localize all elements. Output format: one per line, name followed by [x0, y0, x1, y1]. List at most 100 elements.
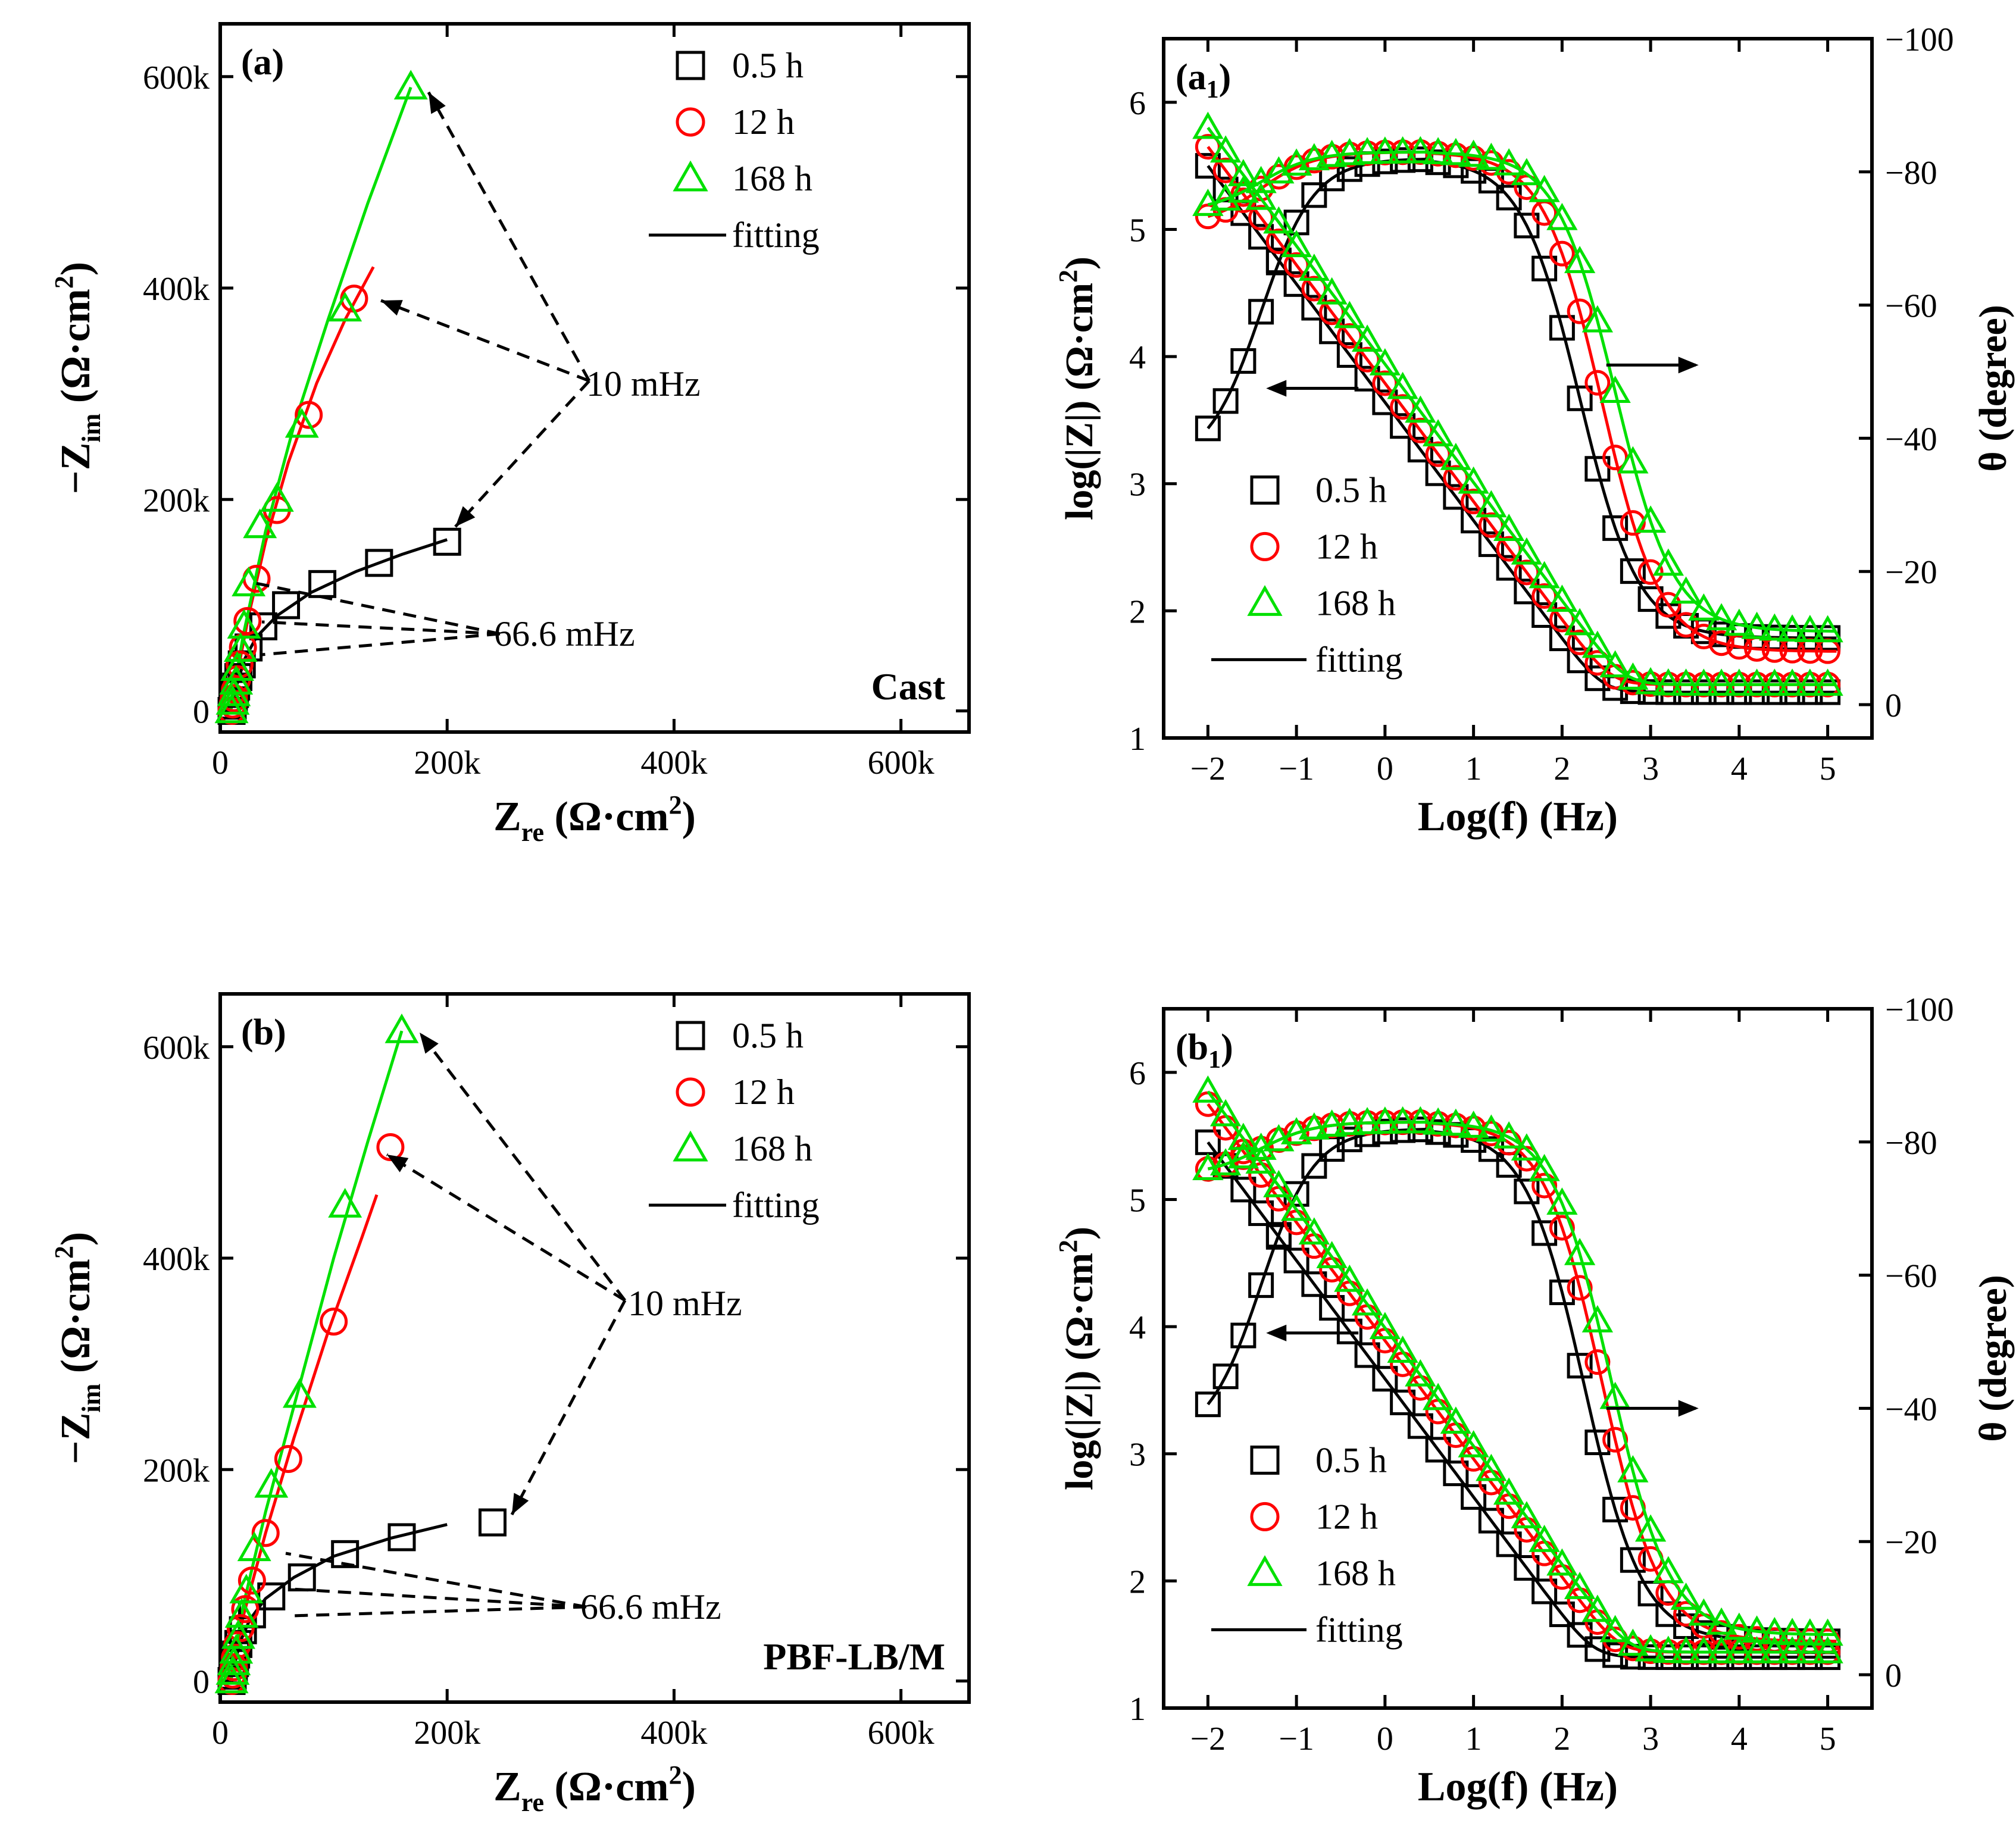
- phase-point-168h: [1476, 1114, 1507, 1142]
- x-tick-label: 2: [1554, 750, 1570, 787]
- modulus-point-168h: [1440, 442, 1472, 470]
- data-point-168h: [220, 651, 255, 681]
- phase-point-168h: [1670, 1582, 1702, 1610]
- phase-point-0.5h: [1531, 255, 1558, 282]
- phase-point-0.5h: [1602, 515, 1629, 541]
- phase-point-12h: [1690, 624, 1717, 650]
- data-point-12h: [237, 1566, 266, 1595]
- y2-tick-label: −100: [1885, 992, 1954, 1028]
- legend-label: 12 h: [732, 1072, 795, 1112]
- phase-point-12h: [1620, 510, 1646, 536]
- modulus-point-0.5h: [1496, 1531, 1522, 1557]
- arrow-head: [1678, 1400, 1699, 1417]
- y2-tick-label: 0: [1885, 687, 1902, 724]
- modulus-point-0.5h: [1319, 1294, 1345, 1321]
- phase-point-168h: [1546, 1187, 1578, 1215]
- data-point-12h: [340, 284, 368, 313]
- modulus-point-168h: [1652, 1635, 1684, 1663]
- arrow-head: [387, 1155, 409, 1172]
- modulus-point-0.5h: [1514, 1555, 1540, 1581]
- annotation-arrow: [510, 1299, 627, 1516]
- y-tick-label: 400k: [143, 271, 210, 308]
- phase-point-168h: [1741, 611, 1773, 639]
- data-point-168h: [229, 1574, 264, 1604]
- modulus-point-0.5h: [1354, 365, 1380, 392]
- modulus-point-0.5h: [1567, 1622, 1593, 1648]
- annotation-dash: [261, 632, 501, 656]
- phase-point-0.5h: [1248, 299, 1274, 325]
- phase-point-168h: [1705, 1607, 1737, 1635]
- data-point-168h: [385, 1013, 419, 1043]
- y2-axis-title: θ (degree): [1971, 305, 2015, 472]
- y-tick-label: 3: [1129, 467, 1146, 503]
- legend-marker: [1250, 1445, 1280, 1475]
- phase-point-168h: [1529, 1153, 1560, 1181]
- data-point-0.5h: [387, 1523, 416, 1552]
- phase-point-0.5h: [1637, 586, 1664, 612]
- phase-point-0.5h: [1248, 1272, 1274, 1298]
- modulus-point-168h: [1723, 1636, 1755, 1663]
- modulus-point-0.5h: [1372, 389, 1398, 415]
- data-point-168h: [393, 70, 428, 100]
- modulus-point-168h: [1351, 1288, 1383, 1316]
- x-axis-title: Zre (Ω·cm2): [493, 790, 696, 847]
- modulus-point-0.5h: [1425, 1437, 1451, 1463]
- data-point-168h: [282, 1378, 317, 1408]
- fit-line-168h: [229, 86, 412, 711]
- modulus-point-168h: [1688, 668, 1720, 696]
- modulus-point-0.5h: [1478, 1508, 1504, 1534]
- modulus-point-168h: [1564, 1572, 1596, 1599]
- x-tick-label: 200k: [414, 1715, 480, 1752]
- data-point-168h: [254, 1468, 289, 1498]
- data-point-168h: [237, 1531, 271, 1562]
- modulus-point-0.5h: [1390, 413, 1416, 439]
- data-point-12h: [274, 1444, 302, 1473]
- phase-point-0.5h: [1230, 1322, 1257, 1349]
- phase-point-168h: [1192, 1153, 1224, 1180]
- annotation-10mhz: 10 mHz: [586, 364, 701, 404]
- plot-frame: [218, 22, 971, 734]
- modulus-point-168h: [1634, 667, 1667, 695]
- phase-point-168h: [1511, 158, 1543, 186]
- modulus-point-168h: [1617, 662, 1649, 690]
- legend-label-fitting: fitting: [1315, 640, 1403, 679]
- phase-point-168h: [1280, 1117, 1312, 1144]
- modulus-point-168h: [1192, 111, 1224, 139]
- data-point-168h: [224, 1598, 259, 1628]
- data-point-12h: [226, 1614, 255, 1643]
- modulus-point-168h: [1812, 1636, 1843, 1663]
- y-axis-title: log(|Z|) (Ω·cm2): [1054, 257, 1101, 520]
- data-point-0.5h: [433, 527, 461, 556]
- data-point-12h: [251, 1519, 280, 1547]
- sample-label: PBF-LB/M: [763, 1635, 945, 1678]
- modulus-point-168h: [1316, 1241, 1348, 1268]
- legend-marker: [676, 51, 705, 80]
- phase-point-168h: [1298, 143, 1330, 171]
- x-tick-label: 4: [1731, 1721, 1748, 1757]
- y-axis-title: log(|Z|) (Ω·cm2): [1054, 1227, 1101, 1490]
- modulus-point-168h: [1316, 277, 1348, 305]
- annotation-arrow: [427, 91, 591, 382]
- modulus-point-168h: [1776, 1636, 1808, 1663]
- annotation-dash: [291, 1605, 587, 1618]
- annotation-10mhz: 10 mHz: [628, 1284, 742, 1323]
- x-tick-label: 1: [1465, 1721, 1482, 1757]
- y-tick-label: 0: [193, 693, 210, 730]
- phase-point-0.5h: [1195, 1391, 1221, 1418]
- modulus-point-168h: [1705, 1636, 1737, 1663]
- panel-nyquist-pbf: 0 200k 400k 600k 0 200k 400k 600k Zre (Ω·cm2) −Zi…: [49, 992, 971, 1817]
- phase-point-168h: [1581, 305, 1614, 333]
- phase-point-168h: [1440, 137, 1472, 165]
- phase-point-168h: [1369, 1106, 1401, 1134]
- plot-frame: [1162, 37, 1874, 740]
- modulus-point-0.5h: [1248, 224, 1274, 250]
- legend-label: 12 h: [732, 102, 795, 142]
- phase-point-0.5h: [1620, 558, 1646, 584]
- plot-frame: [218, 992, 971, 1704]
- phase-point-0.5h: [1336, 156, 1362, 182]
- phase-point-0.5h: [1584, 1430, 1611, 1456]
- data-point-168h: [232, 567, 266, 596]
- modulus-point-168h: [1670, 668, 1702, 696]
- legend-marker: [1250, 475, 1280, 505]
- modulus-point-168h: [1599, 650, 1631, 678]
